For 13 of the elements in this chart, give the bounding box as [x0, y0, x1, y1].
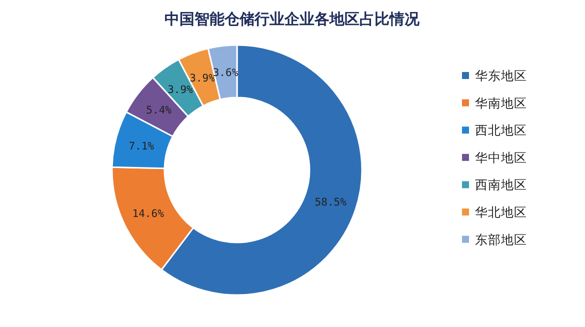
legend-label: 华南地区 — [475, 95, 527, 110]
data-label: 3.9% — [168, 84, 194, 96]
data-label: 5.4% — [146, 104, 172, 117]
legend-label: 华东地区 — [475, 68, 527, 83]
legend-label: 西南地区 — [475, 177, 527, 192]
legend-label: 西北地区 — [475, 122, 527, 138]
data-label: 58.5% — [314, 196, 348, 208]
data-label: 14.6% — [132, 208, 165, 220]
legend-label: 东部地区 — [475, 232, 527, 247]
data-label: 7.1% — [128, 140, 155, 152]
legend-label: 华中地区 — [475, 150, 527, 165]
chart-title: 中国智能仓储行业企业各地区占比情况 — [164, 10, 420, 28]
legend-label: 华北地区 — [475, 204, 527, 220]
